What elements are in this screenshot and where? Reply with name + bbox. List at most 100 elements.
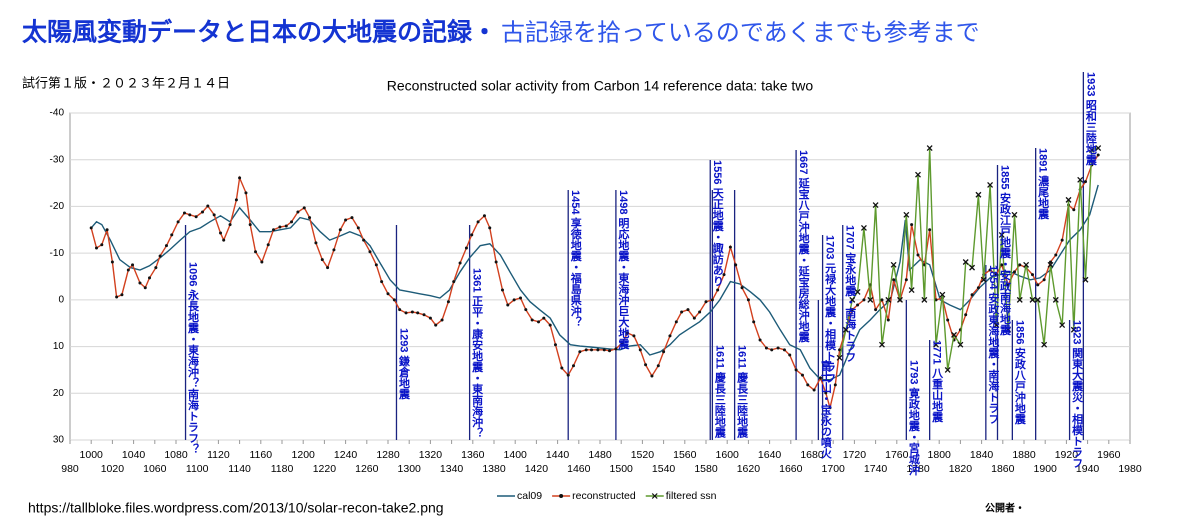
event-label: 1707 宝永地震・南海トラフ [844, 225, 858, 363]
y-tick-label: -30 [50, 154, 65, 165]
plot-frame [69, 112, 1131, 441]
data-point [356, 226, 360, 230]
data-point [1011, 211, 1018, 218]
data-point [632, 334, 636, 338]
data-point [248, 223, 252, 227]
data-point [662, 350, 666, 354]
data-point [946, 318, 950, 322]
data-point [976, 286, 980, 290]
data-point [1023, 261, 1030, 268]
data-point [530, 318, 534, 322]
data-point [782, 348, 786, 352]
data-point [238, 176, 242, 180]
y-tick-label: 10 [53, 341, 65, 352]
data-point [488, 226, 492, 230]
data-point [138, 281, 142, 285]
data-point [987, 181, 994, 188]
data-point [476, 220, 480, 224]
y-tick-label: -20 [50, 201, 65, 212]
x-tick-label: 1560 [673, 449, 697, 461]
data-point [692, 316, 696, 320]
x-tick-label: 1080 [164, 449, 188, 461]
data-point [842, 326, 849, 333]
data-point [314, 241, 318, 245]
data-point [350, 216, 354, 220]
data-point [1036, 283, 1040, 287]
event-label: 1667 延宝八戸沖地震・延宝房総沖地震 [797, 150, 811, 343]
data-point [1005, 326, 1012, 333]
data-point [872, 202, 879, 208]
data-point [716, 288, 720, 292]
data-point [410, 310, 414, 314]
event-label: 1498 明応地震・東海沖巨大地震 [617, 190, 631, 350]
data-point [620, 341, 624, 345]
data-point [800, 373, 804, 377]
data-point [1072, 208, 1076, 212]
x-tick-label: 1240 [334, 449, 358, 461]
data-point [368, 250, 372, 254]
event-label: 1454 享徳地震・福島県沖？ [569, 190, 583, 328]
x-tick-label: 1780 [906, 463, 930, 475]
data-point [1042, 278, 1046, 282]
data-point [993, 322, 1000, 329]
x-tick-label: 1620 [737, 463, 761, 475]
event-label: 1096 永長地震・東海沖？南海トラフ？ [187, 262, 201, 455]
data-point [776, 346, 780, 350]
data-point [836, 354, 843, 361]
x-tick-label: 1540 [652, 463, 676, 475]
data-point [828, 406, 832, 410]
data-point [254, 250, 257, 254]
data-point [860, 224, 867, 231]
data-point [722, 273, 726, 277]
y-tick-label: -40 [50, 108, 65, 119]
data-point [290, 220, 294, 224]
y-tick-label: 0 [58, 294, 64, 305]
x-tick-label: 1700 [822, 463, 846, 475]
data-point [452, 280, 456, 284]
data-point [1029, 296, 1036, 303]
data-point [266, 243, 270, 247]
y-tick-label: 20 [53, 388, 65, 399]
y-tick-label: 30 [53, 435, 65, 446]
x-tick-label: 1380 [482, 463, 506, 475]
x-tick-label: 1600 [716, 449, 740, 461]
data-point [326, 266, 330, 270]
data-point [1095, 145, 1102, 151]
event-label: 1361 正平・康安地震・東南海沖？ [471, 268, 485, 439]
data-point [296, 210, 300, 214]
x-tick-label: 1680 [800, 449, 824, 461]
data-point [560, 366, 564, 370]
data-point [886, 318, 890, 322]
data-point [728, 245, 732, 249]
legend-label: reconstructed [572, 490, 636, 502]
x-tick-label: 1060 [143, 463, 167, 475]
data-point [1082, 276, 1089, 283]
x-tick-label: 1220 [313, 463, 337, 475]
data-point [644, 363, 648, 367]
data-point [176, 220, 180, 224]
data-point [416, 311, 420, 315]
data-point [1049, 260, 1052, 264]
x-tick-label: 1440 [546, 449, 570, 461]
data-point [867, 296, 874, 303]
data-point [482, 214, 486, 218]
event-label: 1856 安政八戸沖地震 [1013, 320, 1027, 425]
data-point [553, 343, 557, 347]
data-point [812, 388, 816, 392]
event-label: 1855 安政江戸地震・安政南海地震 [999, 165, 1013, 336]
data-point [374, 263, 378, 267]
data-point [1060, 238, 1064, 242]
data-point [1052, 296, 1059, 303]
data-point [1047, 261, 1054, 268]
data-point [512, 298, 516, 302]
data-point [398, 308, 402, 312]
x-tick-label: 1340 [440, 463, 464, 475]
data-point [120, 293, 124, 297]
data-point [608, 349, 612, 353]
data-point [824, 391, 828, 395]
data-point [969, 264, 976, 271]
data-point [885, 296, 892, 303]
x-tick-label: 1400 [504, 449, 528, 461]
x-tick-label: 1320 [419, 449, 443, 461]
